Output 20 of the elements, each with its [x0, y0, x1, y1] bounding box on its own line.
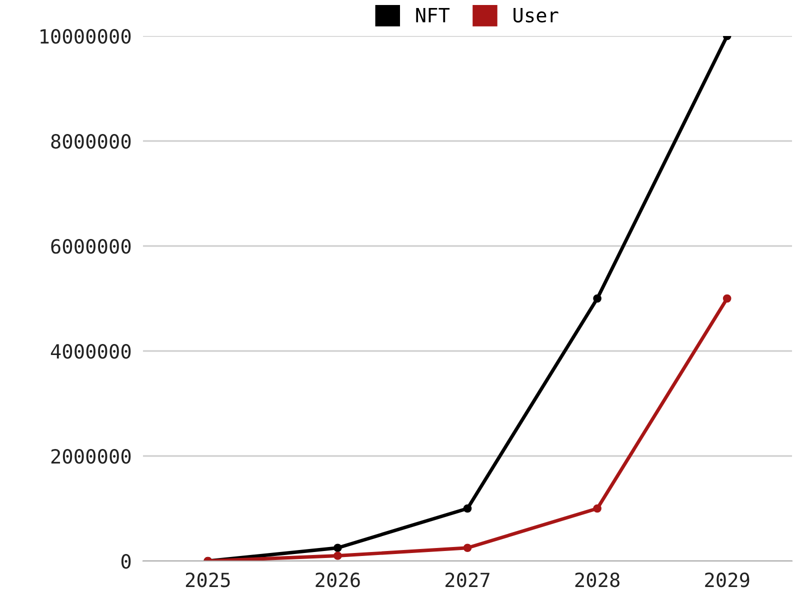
point — [463, 544, 472, 552]
x-tick-label: 2028 — [575, 572, 620, 588]
point — [334, 552, 342, 560]
y-tick-label: 6000000 — [51, 239, 131, 254]
x-tick-label: 2029 — [705, 572, 750, 588]
point — [593, 504, 602, 513]
point — [463, 504, 472, 513]
x-tick-label: 2027 — [446, 572, 490, 588]
legend-label: NFT — [416, 8, 450, 22]
y-tick-label: 0 — [121, 554, 131, 569]
point — [593, 294, 602, 303]
point — [722, 294, 732, 303]
x-tick-label: 2026 — [316, 572, 360, 588]
y-tick-label: 2000000 — [51, 449, 131, 464]
y-tick-label: 10000000 — [40, 29, 131, 44]
point — [334, 544, 342, 552]
y-tick-label: 8000000 — [51, 134, 131, 149]
y-tick-label: 4000000 — [50, 344, 131, 359]
x-tick-label: 2025 — [186, 572, 230, 588]
legend-label: User — [514, 8, 558, 23]
